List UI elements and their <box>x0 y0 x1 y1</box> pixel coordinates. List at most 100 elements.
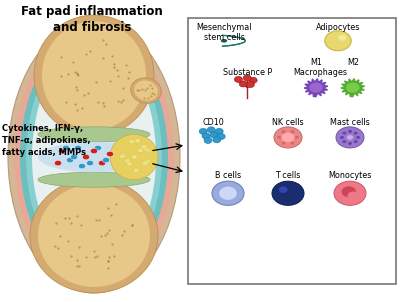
Ellipse shape <box>32 45 156 269</box>
Circle shape <box>94 145 102 151</box>
Circle shape <box>290 130 294 133</box>
Circle shape <box>356 136 360 139</box>
Circle shape <box>249 77 257 83</box>
Circle shape <box>342 186 356 197</box>
Ellipse shape <box>42 21 146 130</box>
Circle shape <box>106 151 114 157</box>
Circle shape <box>348 142 352 145</box>
Circle shape <box>243 75 251 81</box>
Circle shape <box>282 133 294 142</box>
Circle shape <box>199 128 207 134</box>
Text: NK cells: NK cells <box>272 118 304 127</box>
Circle shape <box>141 144 147 149</box>
Circle shape <box>215 128 223 134</box>
Polygon shape <box>222 35 245 46</box>
Circle shape <box>131 155 138 159</box>
Circle shape <box>295 136 299 139</box>
Text: B cells: B cells <box>215 171 241 180</box>
Text: Monocytes: Monocytes <box>328 171 372 180</box>
Circle shape <box>234 76 242 82</box>
Circle shape <box>212 181 244 205</box>
Circle shape <box>133 168 140 173</box>
Ellipse shape <box>14 27 174 287</box>
Circle shape <box>54 160 62 166</box>
Circle shape <box>120 153 127 158</box>
Circle shape <box>277 136 281 139</box>
Circle shape <box>338 35 346 41</box>
Circle shape <box>325 31 351 51</box>
Circle shape <box>86 160 94 166</box>
Circle shape <box>142 161 148 165</box>
Circle shape <box>354 140 358 143</box>
Circle shape <box>128 139 135 144</box>
Circle shape <box>219 187 237 200</box>
Circle shape <box>62 145 70 151</box>
Circle shape <box>213 137 221 143</box>
Text: CD10: CD10 <box>202 118 224 127</box>
Circle shape <box>144 159 150 164</box>
Circle shape <box>290 142 294 145</box>
Circle shape <box>210 132 218 138</box>
Circle shape <box>74 145 82 151</box>
Circle shape <box>90 148 98 154</box>
Circle shape <box>309 82 323 93</box>
Circle shape <box>207 127 215 133</box>
Text: Mesenchymal
stem cells: Mesenchymal stem cells <box>196 23 252 42</box>
Circle shape <box>217 133 225 140</box>
Circle shape <box>334 181 366 205</box>
Circle shape <box>346 82 360 93</box>
Ellipse shape <box>30 178 158 293</box>
Circle shape <box>279 186 288 193</box>
Circle shape <box>282 130 286 133</box>
Circle shape <box>342 132 346 135</box>
Ellipse shape <box>110 134 158 180</box>
Circle shape <box>58 148 66 154</box>
Text: Macrophages: Macrophages <box>293 68 347 77</box>
Circle shape <box>342 140 346 143</box>
Ellipse shape <box>221 39 227 43</box>
Text: Cytokines, IFN-γ,
TNF-α, adipokines,
fatty acids, MMPs: Cytokines, IFN-γ, TNF-α, adipokines, fat… <box>2 124 91 157</box>
Circle shape <box>348 191 359 200</box>
Circle shape <box>145 148 151 153</box>
Text: Substance P: Substance P <box>223 68 273 77</box>
Circle shape <box>348 130 352 133</box>
Circle shape <box>336 127 364 148</box>
Circle shape <box>239 81 247 87</box>
Text: T cells: T cells <box>275 171 301 180</box>
Circle shape <box>202 133 210 139</box>
Ellipse shape <box>131 78 161 103</box>
Circle shape <box>246 82 254 88</box>
Ellipse shape <box>38 142 150 172</box>
Circle shape <box>282 142 286 145</box>
Ellipse shape <box>8 21 180 293</box>
Ellipse shape <box>134 81 158 101</box>
Ellipse shape <box>26 39 162 275</box>
Circle shape <box>274 127 302 148</box>
Ellipse shape <box>34 15 154 136</box>
Circle shape <box>78 163 86 169</box>
Circle shape <box>66 157 74 163</box>
Circle shape <box>124 159 131 163</box>
Text: Adipocytes: Adipocytes <box>316 23 360 32</box>
Circle shape <box>70 154 78 160</box>
Text: M2: M2 <box>347 58 359 67</box>
Circle shape <box>119 154 126 159</box>
Circle shape <box>134 138 141 143</box>
Text: Mast cells: Mast cells <box>330 118 370 127</box>
Text: Fat pad inflammation
and fibrosis: Fat pad inflammation and fibrosis <box>21 5 163 34</box>
Circle shape <box>204 137 212 143</box>
Circle shape <box>143 147 149 152</box>
FancyBboxPatch shape <box>188 18 396 284</box>
Circle shape <box>347 135 353 140</box>
Ellipse shape <box>38 184 150 287</box>
Circle shape <box>137 148 144 153</box>
Text: M1: M1 <box>310 58 322 67</box>
Polygon shape <box>304 79 328 97</box>
Ellipse shape <box>38 172 150 187</box>
Circle shape <box>272 181 304 205</box>
Circle shape <box>102 157 110 163</box>
Circle shape <box>126 162 133 166</box>
Circle shape <box>354 132 358 135</box>
Ellipse shape <box>20 33 168 281</box>
Circle shape <box>340 136 344 139</box>
